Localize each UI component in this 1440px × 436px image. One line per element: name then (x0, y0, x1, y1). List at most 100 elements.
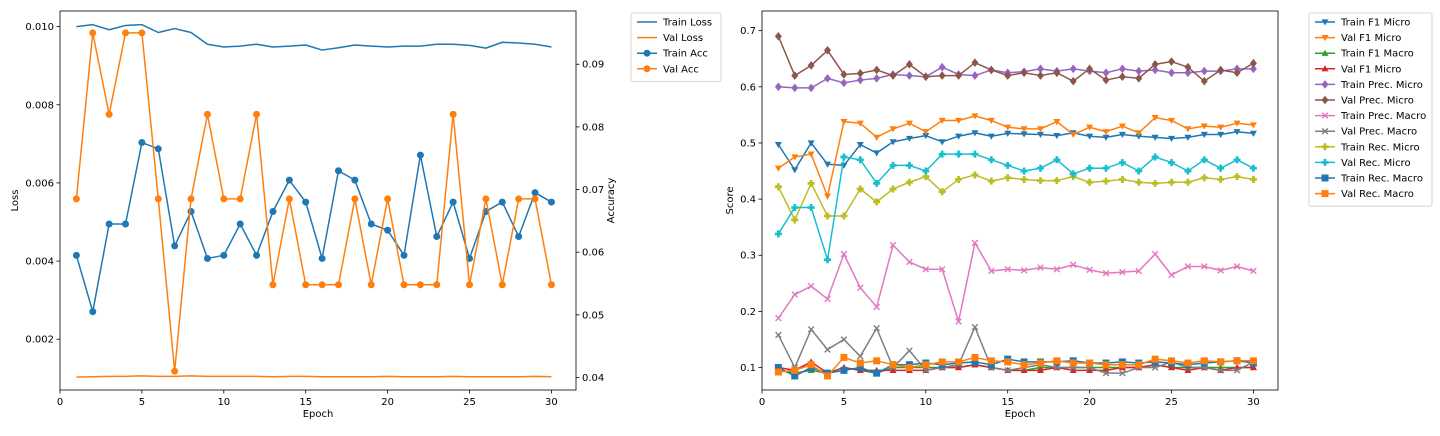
chart2-legend-label: Train Prec. Micro (1340, 80, 1423, 91)
chart1-series-val-acc (72, 29, 555, 375)
chart2-point-val-rec-macro (889, 361, 897, 369)
chart2-point-train-f1-micro (1004, 130, 1012, 137)
chart1-axes-frame (59, 10, 577, 391)
chart2-point-val-prec-micro (1168, 57, 1176, 66)
chart2-point-val-rec-macro (840, 353, 848, 361)
chart2-point-train-f1-micro (1217, 131, 1225, 139)
chart2-point-train-rec-macro (856, 364, 864, 372)
chart2-point-train-rec-micro (1233, 173, 1241, 181)
chart2-legend-marker (1321, 34, 1329, 42)
chart1-y2-tick-label: 0.06 (582, 248, 604, 259)
chart2-point-val-prec-macro (1151, 364, 1159, 371)
chart2-point-val-rec-micro (840, 153, 848, 161)
chart2-point-val-rec-micro (1135, 167, 1143, 175)
chart1-legend-label: Val Loss (663, 33, 703, 44)
chart2-point-train-rec-micro (1135, 178, 1143, 186)
chart2-point-train-f1-micro (1102, 134, 1110, 141)
chart1-point-val-acc (515, 195, 523, 203)
chart2-point-val-f1-micro (971, 113, 979, 120)
chart2-point-val-rec-micro (856, 156, 864, 164)
chart1-point-train-acc (384, 226, 392, 234)
chart2-point-val-rec-macro (1020, 361, 1028, 369)
chart1-x-tick-label: 0 (57, 397, 63, 408)
chart2-legend-item: Train Prec. Macro (1315, 111, 1426, 122)
chart2-point-train-prec-macro (988, 267, 995, 275)
chart1-x-tick-label: 25 (463, 397, 476, 408)
chart1-y2-axis-label: Accuracy (606, 178, 617, 224)
chart2-point-val-f1-micro (1249, 122, 1257, 129)
chart2-point-train-prec-micro (840, 78, 848, 88)
chart2-y-tick-label: 0.7 (740, 26, 756, 37)
chart2-point-val-rec-micro (1217, 164, 1225, 172)
chart2-point-train-f1-micro (1020, 131, 1028, 138)
chart1-point-train-acc (416, 151, 424, 159)
chart2-point-train-prec-micro (938, 62, 946, 72)
chart2-y-tick-label: 0.4 (740, 195, 756, 206)
chart1-legend-item: Val Loss (637, 33, 703, 44)
chart1-point-val-acc (138, 29, 146, 37)
chart2-point-train-rec-micro (1102, 177, 1110, 185)
chart2-point-val-rec-macro (938, 358, 946, 366)
chart2-point-train-f1-micro (889, 139, 897, 146)
chart1-legend-label: Train Loss (662, 18, 712, 29)
chart2-point-train-prec-macro (1168, 271, 1175, 279)
chart1-point-val-acc (253, 110, 261, 118)
chart2-point-train-prec-macro (873, 303, 880, 311)
chart2-point-train-f1-micro (1118, 131, 1126, 139)
chart2-legend-marker (1321, 112, 1329, 119)
chart2-point-val-rec-micro (889, 161, 897, 169)
chart2-point-val-f1-micro (1233, 120, 1241, 127)
chart2-point-train-rec-micro (1020, 175, 1028, 183)
chart2-y-tick-label: 0.3 (740, 251, 756, 262)
chart2-point-val-rec-macro (774, 368, 782, 376)
chart2-point-train-rec-macro (840, 366, 848, 374)
chart1-point-val-acc (269, 281, 277, 289)
chart2-legend-label: Train Prec. Macro (1340, 111, 1426, 122)
chart1-point-train-acc (318, 254, 326, 262)
chart2-point-val-rec-macro (1036, 359, 1044, 367)
chart2-point-train-rec-micro (1151, 179, 1159, 187)
chart2-point-val-prec-macro (1217, 367, 1224, 374)
chart2-point-val-rec-micro (955, 150, 963, 158)
chart2-point-val-prec-macro (906, 347, 913, 355)
chart2-point-train-rec-micro (1036, 177, 1044, 185)
chart2-y-tick-label: 0.6 (740, 82, 756, 93)
chart2-point-val-prec-macro (1119, 369, 1126, 377)
chart1-point-train-acc (269, 207, 277, 215)
chart1-point-val-acc (531, 195, 539, 203)
chart2-point-val-f1-micro (1168, 117, 1176, 124)
chart2-point-train-f1-micro (1249, 130, 1257, 137)
chart2-point-val-f1-micro (889, 126, 897, 133)
chart1-point-train-acc (547, 198, 555, 206)
chart1-point-train-acc (285, 176, 293, 184)
chart1-legend-item: Train Loss (637, 18, 712, 29)
chart2-point-val-prec-micro (824, 46, 832, 55)
chart2-point-train-prec-macro (824, 295, 831, 303)
chart2-point-train-f1-micro (1184, 134, 1192, 141)
chart2-legend-marker (1321, 95, 1329, 105)
chart1-point-val-acc (89, 29, 97, 37)
chart2-point-val-prec-micro (1249, 58, 1257, 68)
chart2-point-train-f1-micro (1086, 133, 1094, 140)
chart2-point-train-prec-macro (1200, 263, 1208, 270)
chart2-point-val-f1-micro (1086, 124, 1094, 131)
chart2-point-train-prec-macro (922, 265, 930, 273)
chart2-point-val-rec-macro (1102, 361, 1110, 369)
chart1-point-train-acc (400, 251, 408, 259)
chart2-point-train-prec-macro (1102, 269, 1110, 277)
chart2-point-val-rec-macro (1233, 357, 1241, 365)
chart2-point-val-f1-micro (938, 117, 946, 124)
chart2-series-train-prec-macro (775, 239, 1257, 325)
chart2-x-axis-label: Epoch (1005, 409, 1036, 420)
chart2-point-val-f1-micro (1200, 123, 1208, 130)
chart2-legend-label: Train F1 Micro (1340, 18, 1410, 29)
chart2-legend-item: Val Prec. Micro (1315, 96, 1414, 107)
chart2-point-val-f1-micro (1053, 118, 1061, 126)
chart2-legend-marker (1321, 80, 1329, 89)
chart2-point-val-prec-micro (1036, 71, 1044, 80)
chart2-point-train-rec-micro (774, 183, 782, 191)
chart2-point-train-prec-macro (889, 241, 897, 249)
chart2-point-val-rec-macro (1168, 357, 1176, 365)
chart2-line-train-f1-micro (777, 130, 1254, 171)
chart2-point-val-prec-micro (1233, 68, 1241, 78)
